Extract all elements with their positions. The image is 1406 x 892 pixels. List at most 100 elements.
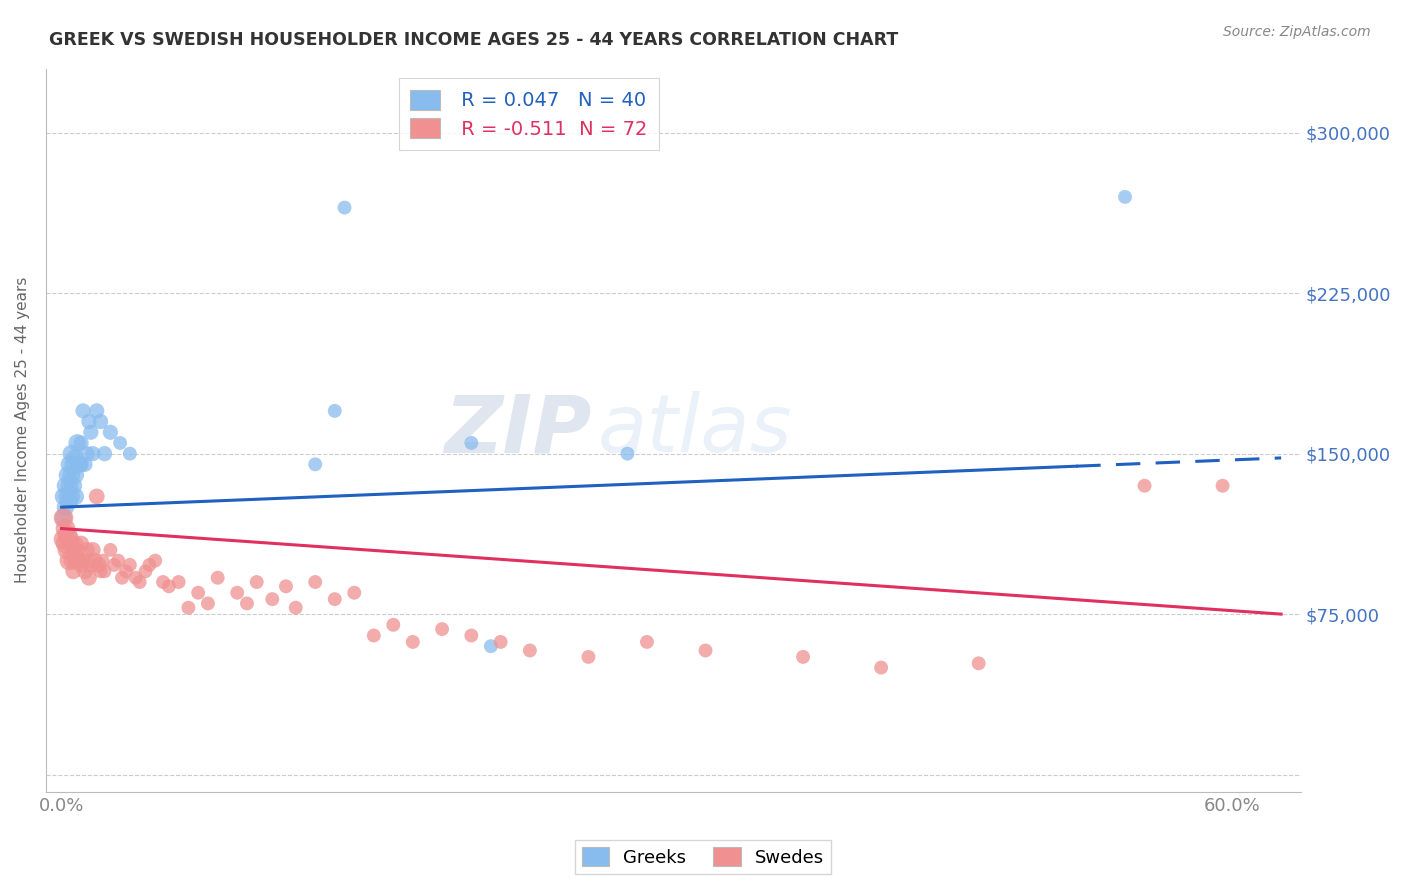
Point xyxy=(76,543,98,558)
Point xyxy=(118,447,141,461)
Point xyxy=(52,511,75,525)
Point xyxy=(90,415,112,429)
Point xyxy=(616,447,638,461)
Point xyxy=(489,635,512,649)
Point xyxy=(323,592,346,607)
Point xyxy=(52,533,75,547)
Point xyxy=(86,490,108,504)
Legend: Greeks, Swedes: Greeks, Swedes xyxy=(575,840,831,874)
Point xyxy=(65,468,87,483)
Point xyxy=(98,425,121,440)
Point xyxy=(62,479,84,493)
Point xyxy=(246,574,269,589)
Point xyxy=(66,543,89,558)
Point xyxy=(60,468,83,483)
Point xyxy=(134,564,156,578)
Point xyxy=(58,533,80,547)
Point xyxy=(636,635,658,649)
Point xyxy=(80,425,103,440)
Point xyxy=(460,628,482,642)
Point xyxy=(343,585,366,599)
Point xyxy=(138,558,160,572)
Point xyxy=(870,660,893,674)
Point xyxy=(56,468,79,483)
Point xyxy=(70,558,93,572)
Text: atlas: atlas xyxy=(598,391,793,469)
Point xyxy=(56,543,79,558)
Point xyxy=(93,447,115,461)
Point xyxy=(363,628,385,642)
Point xyxy=(519,643,541,657)
Point xyxy=(143,554,166,568)
Point xyxy=(152,574,174,589)
Point xyxy=(73,458,96,472)
Point xyxy=(72,404,94,418)
Point xyxy=(70,536,93,550)
Point xyxy=(128,574,150,589)
Point xyxy=(402,635,425,649)
Point xyxy=(58,554,80,568)
Point xyxy=(80,558,103,572)
Point xyxy=(65,536,87,550)
Point xyxy=(58,458,80,472)
Text: ZIP: ZIP xyxy=(444,391,592,469)
Point xyxy=(108,436,131,450)
Point xyxy=(98,543,121,558)
Point xyxy=(60,536,83,550)
Point xyxy=(103,558,125,572)
Point xyxy=(56,528,79,542)
Point xyxy=(695,643,717,657)
Point xyxy=(62,564,84,578)
Point xyxy=(274,579,297,593)
Point xyxy=(67,554,90,568)
Point xyxy=(93,564,115,578)
Point xyxy=(62,543,84,558)
Point xyxy=(284,600,307,615)
Point xyxy=(58,493,80,508)
Point xyxy=(578,649,600,664)
Point xyxy=(60,490,83,504)
Point xyxy=(226,585,249,599)
Point xyxy=(262,592,284,607)
Point xyxy=(56,490,79,504)
Text: Source: ZipAtlas.com: Source: ZipAtlas.com xyxy=(1223,25,1371,39)
Point xyxy=(82,447,104,461)
Point xyxy=(58,479,80,493)
Point xyxy=(90,564,112,578)
Point xyxy=(55,536,77,550)
Point xyxy=(157,579,180,593)
Point xyxy=(65,450,87,465)
Point xyxy=(107,554,129,568)
Point xyxy=(83,554,105,568)
Point xyxy=(65,490,87,504)
Legend:  R = 0.047   N = 40,  R = -0.511  N = 72: R = 0.047 N = 40, R = -0.511 N = 72 xyxy=(399,78,659,151)
Point xyxy=(55,479,77,493)
Point xyxy=(1133,479,1156,493)
Point xyxy=(67,458,90,472)
Point xyxy=(479,639,502,653)
Point xyxy=(967,657,990,671)
Point xyxy=(55,500,77,515)
Point xyxy=(73,564,96,578)
Point xyxy=(82,543,104,558)
Point xyxy=(1212,479,1234,493)
Point xyxy=(430,622,453,636)
Point xyxy=(333,201,356,215)
Point xyxy=(52,511,75,525)
Point xyxy=(304,458,326,472)
Point xyxy=(72,554,94,568)
Y-axis label: Householder Income Ages 25 - 44 years: Householder Income Ages 25 - 44 years xyxy=(15,277,30,583)
Point xyxy=(65,554,87,568)
Point xyxy=(111,571,134,585)
Point xyxy=(177,600,200,615)
Point xyxy=(70,436,93,450)
Point xyxy=(62,458,84,472)
Point xyxy=(77,415,100,429)
Point xyxy=(323,404,346,418)
Point xyxy=(118,558,141,572)
Point xyxy=(115,564,138,578)
Point xyxy=(304,574,326,589)
Point xyxy=(55,522,77,536)
Point xyxy=(70,458,93,472)
Point xyxy=(197,596,219,610)
